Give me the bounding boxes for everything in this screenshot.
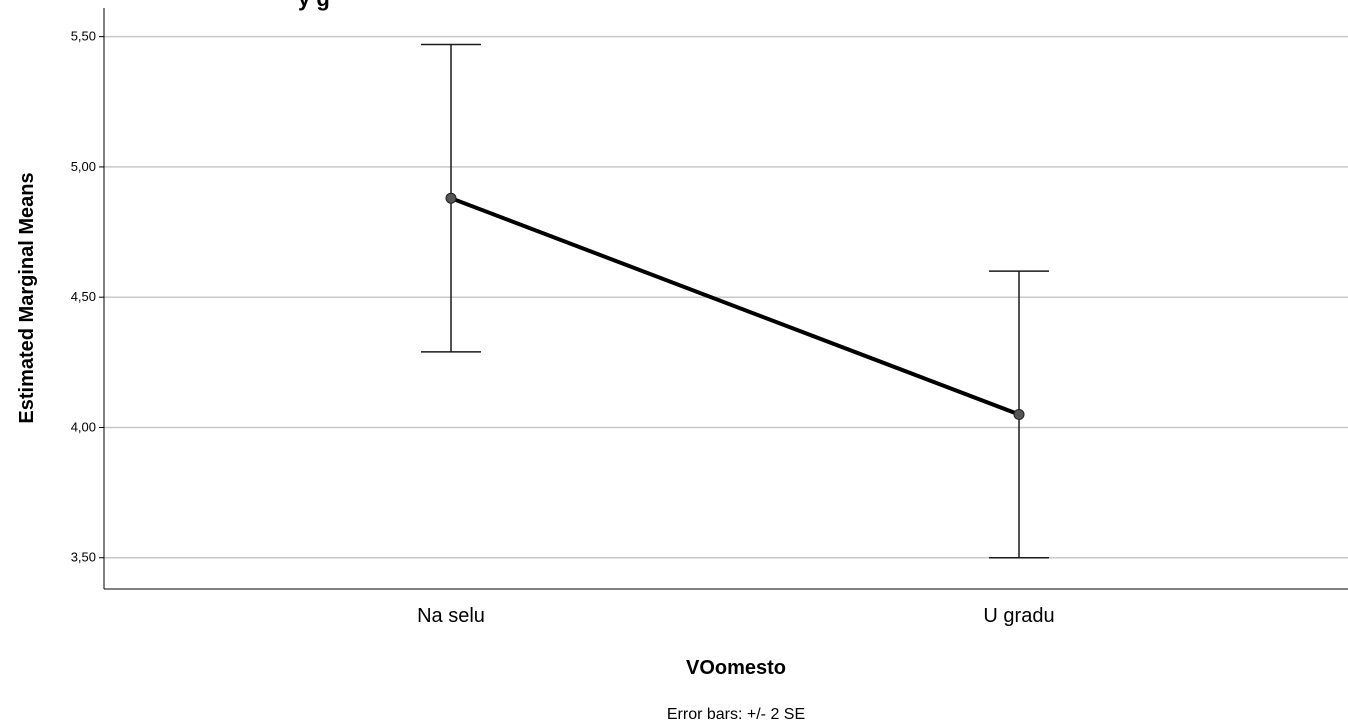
y-tick-label: 3,50 bbox=[71, 550, 96, 565]
y-tick-label: 5,00 bbox=[71, 159, 96, 174]
data-point bbox=[445, 192, 457, 204]
error-bar-note: Error bars: +/- 2 SE bbox=[667, 706, 805, 723]
x-categories: Na selu U gradu bbox=[417, 605, 1054, 627]
y-tick-label: 5,50 bbox=[71, 29, 96, 44]
y-axis-title: Estimated Marginal Means bbox=[16, 172, 38, 423]
axes bbox=[103, 8, 1348, 590]
series-line bbox=[450, 196, 1020, 417]
x-axis-title: VOomesto bbox=[686, 657, 786, 679]
y-tick-label: 4,50 bbox=[71, 289, 96, 304]
grid-lines bbox=[104, 35, 1348, 559]
x-category-label: Na selu bbox=[417, 605, 485, 627]
series bbox=[421, 43, 1049, 559]
data-point bbox=[1013, 408, 1025, 420]
y-ticks: 3,50 4,00 4,50 5,00 5,50 bbox=[71, 29, 104, 565]
x-category-label: U gradu bbox=[983, 605, 1054, 627]
y-tick-label: 4,00 bbox=[71, 419, 96, 434]
chart-title-partial: y g bbox=[298, 0, 330, 11]
